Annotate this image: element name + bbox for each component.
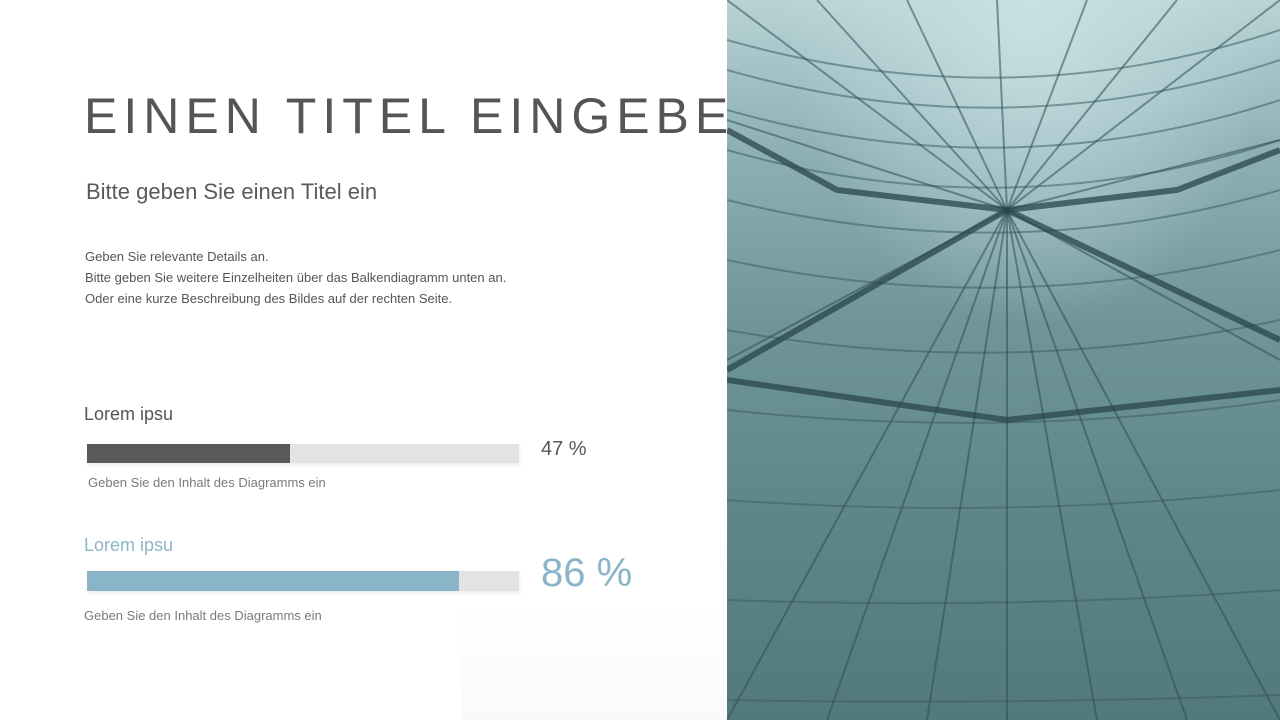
facade-illustration <box>727 0 1280 720</box>
description-line: Oder eine kurze Beschreibung des Bildes … <box>85 291 453 306</box>
bar-label[interactable]: Lorem ipsu <box>84 535 174 555</box>
bar-caption[interactable]: Geben Sie den Inhalt des Diagramms ein <box>84 608 322 623</box>
decorative-fade <box>462 600 727 720</box>
progress-bar-track[interactable] <box>87 571 519 591</box>
description-line: Bitte geben Sie weitere Einzelheiten übe… <box>85 270 507 285</box>
progress-bar-fill <box>87 571 459 591</box>
description-block[interactable]: Geben Sie relevante Details an. Bitte ge… <box>85 246 506 309</box>
bar-label[interactable]: Lorem ipsu <box>84 404 174 424</box>
slide-title[interactable]: EINEN TITEL EINGEBEN <box>84 88 777 144</box>
description-line: Geben Sie relevante Details an. <box>85 249 269 264</box>
bar-value[interactable]: 86 % <box>541 551 633 595</box>
progress-bar-track[interactable] <box>87 444 519 463</box>
bar-value[interactable]: 47 % <box>541 438 587 460</box>
glass-facade-photo[interactable] <box>727 0 1280 720</box>
slide-subtitle[interactable]: Bitte geben Sie einen Titel ein <box>86 179 378 204</box>
progress-bar-fill <box>87 444 291 463</box>
content-panel: EINEN TITEL EINGEBEN Bitte geben Sie ein… <box>84 88 777 720</box>
bar-caption[interactable]: Geben Sie den Inhalt des Diagramms ein <box>88 475 326 490</box>
